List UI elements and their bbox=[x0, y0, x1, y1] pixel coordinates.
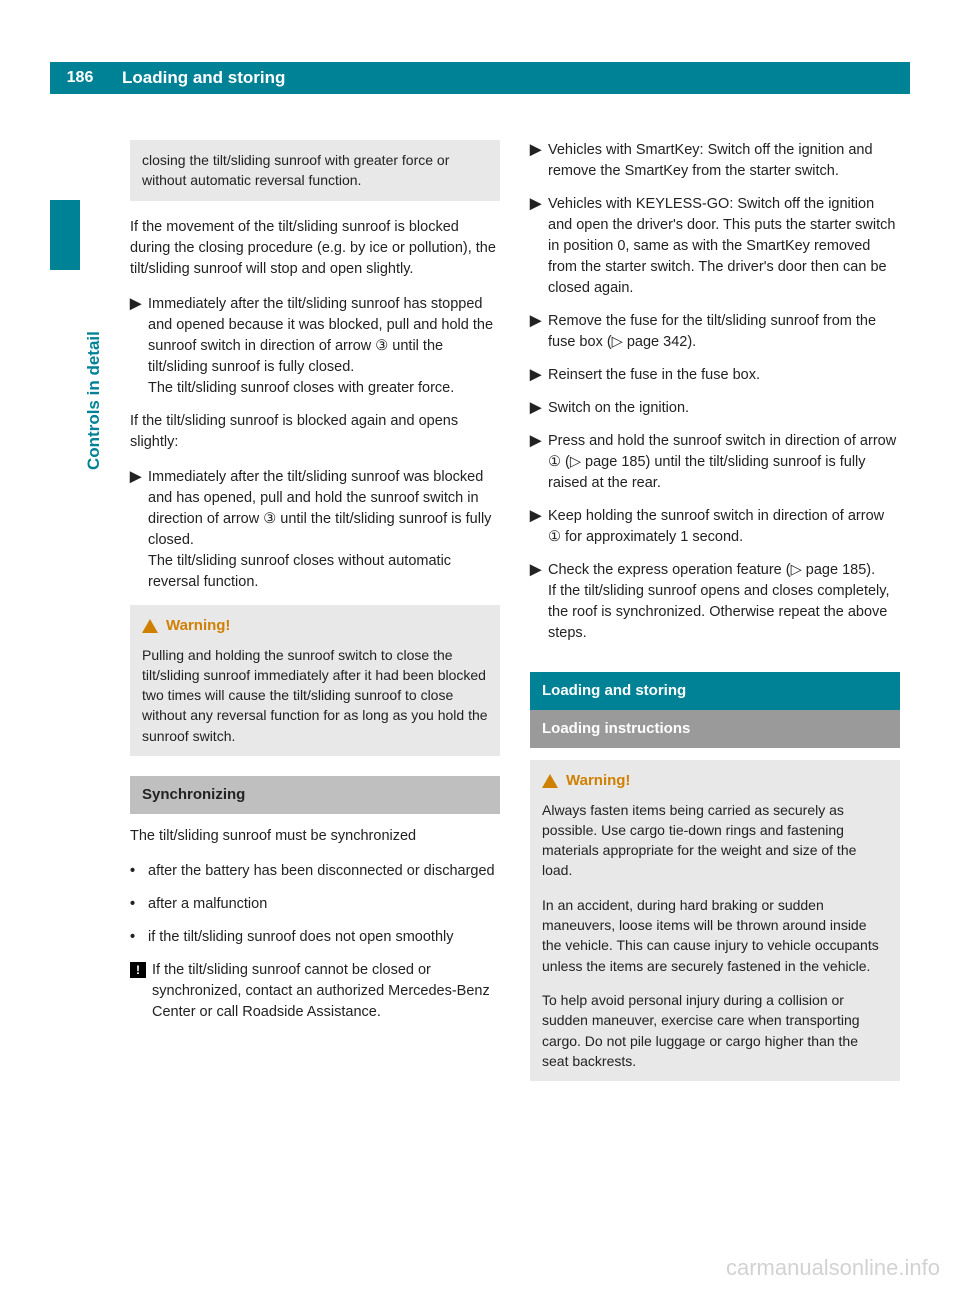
page-title: Loading and storing bbox=[110, 66, 285, 91]
step-text: Switch on the ignition. bbox=[548, 398, 900, 419]
step-text: Keep holding the sunroof switch in direc… bbox=[548, 506, 900, 548]
warning-label: Warning! bbox=[566, 770, 630, 792]
left-column: closing the tilt/sliding sunroof with gr… bbox=[130, 140, 500, 1035]
step-text: Press and hold the sunroof switch in dir… bbox=[548, 431, 900, 494]
step-item: ▶Remove the fuse for the tilt/sliding su… bbox=[530, 311, 900, 353]
warning-text: Pulling and holding the sunroof switch t… bbox=[142, 645, 488, 746]
arrow-icon: ▶ bbox=[530, 365, 548, 386]
step-text: Vehicles with KEYLESS-GO: Switch off the… bbox=[548, 194, 900, 299]
list-item: • after the battery has been disconnecte… bbox=[130, 861, 500, 882]
step-item: ▶ Immediately after the tilt/sliding sun… bbox=[130, 294, 500, 399]
arrow-icon: ▶ bbox=[530, 431, 548, 494]
arrow-icon: ▶ bbox=[530, 506, 548, 548]
arrow-icon: ▶ bbox=[130, 467, 148, 593]
list-text: if the tilt/sliding sunroof does not ope… bbox=[148, 927, 500, 948]
note-icon: ! bbox=[130, 960, 152, 1023]
side-tab-active bbox=[50, 200, 80, 270]
bullet-icon: • bbox=[130, 894, 148, 915]
arrow-icon: ▶ bbox=[530, 311, 548, 353]
list-item: • after a malfunction bbox=[130, 894, 500, 915]
warning-text: In an accident, during hard braking or s… bbox=[542, 895, 888, 976]
step-text: Immediately after the tilt/sliding sunro… bbox=[148, 467, 500, 593]
warning-label: Warning! bbox=[166, 615, 230, 637]
paragraph: If the tilt/sliding sunroof is blocked a… bbox=[130, 411, 500, 453]
warning-triangle-icon bbox=[142, 619, 158, 633]
warning-triangle-icon bbox=[542, 774, 558, 788]
step-text: Immediately after the tilt/sliding sunro… bbox=[148, 294, 500, 399]
step-item: ▶Keep holding the sunroof switch in dire… bbox=[530, 506, 900, 548]
paragraph: The tilt/sliding sunroof must be synchro… bbox=[130, 826, 500, 847]
page-number: 186 bbox=[50, 66, 110, 89]
arrow-icon: ▶ bbox=[130, 294, 148, 399]
watermark: carmanualsonline.info bbox=[726, 1252, 940, 1284]
subsection-header-synchronizing: Synchronizing bbox=[130, 776, 500, 814]
step-text: Reinsert the fuse in the fuse box. bbox=[548, 365, 900, 386]
warning-heading: Warning! bbox=[142, 615, 488, 637]
step-text: Check the express operation feature (▷ p… bbox=[548, 560, 900, 644]
warning-heading: Warning! bbox=[542, 770, 888, 792]
page-header: 186 Loading and storing bbox=[50, 62, 910, 94]
list-text: after a malfunction bbox=[148, 894, 500, 915]
arrow-icon: ▶ bbox=[530, 194, 548, 299]
paragraph: If the movement of the tilt/sliding sunr… bbox=[130, 217, 500, 280]
note-text: If the tilt/sliding sunroof cannot be cl… bbox=[152, 960, 500, 1023]
warning-text: Always fasten items being carried as sec… bbox=[542, 800, 888, 881]
arrow-icon: ▶ bbox=[530, 398, 548, 419]
bullet-icon: • bbox=[130, 927, 148, 948]
section-header-loading: Loading and storing bbox=[530, 672, 900, 710]
bullet-icon: • bbox=[130, 861, 148, 882]
warning-text: To help avoid personal injury during a c… bbox=[542, 990, 888, 1071]
subsection-header-instructions: Loading instructions bbox=[530, 710, 900, 748]
step-item: ▶Vehicles with KEYLESS-GO: Switch off th… bbox=[530, 194, 900, 299]
side-label: Controls in detail bbox=[82, 331, 107, 470]
warning-box: Warning! Always fasten items being carri… bbox=[530, 760, 900, 1081]
step-item: ▶Reinsert the fuse in the fuse box. bbox=[530, 365, 900, 386]
list-item: • if the tilt/sliding sunroof does not o… bbox=[130, 927, 500, 948]
step-item: ▶Check the express operation feature (▷ … bbox=[530, 560, 900, 644]
arrow-icon: ▶ bbox=[530, 140, 548, 182]
note-item: ! If the tilt/sliding sunroof cannot be … bbox=[130, 960, 500, 1023]
step-text: Remove the fuse for the tilt/sliding sun… bbox=[548, 311, 900, 353]
list-text: after the battery has been disconnected … bbox=[148, 861, 500, 882]
info-box-continuation: closing the tilt/sliding sunroof with gr… bbox=[130, 140, 500, 201]
step-item: ▶Vehicles with SmartKey: Switch off the … bbox=[530, 140, 900, 182]
step-item: ▶Press and hold the sunroof switch in di… bbox=[530, 431, 900, 494]
right-column: ▶Vehicles with SmartKey: Switch off the … bbox=[530, 140, 900, 1097]
step-item: ▶Switch on the ignition. bbox=[530, 398, 900, 419]
warning-box: Warning! Pulling and holding the sunroof… bbox=[130, 605, 500, 756]
step-text: Vehicles with SmartKey: Switch off the i… bbox=[548, 140, 900, 182]
step-item: ▶ Immediately after the tilt/sliding sun… bbox=[130, 467, 500, 593]
arrow-icon: ▶ bbox=[530, 560, 548, 644]
